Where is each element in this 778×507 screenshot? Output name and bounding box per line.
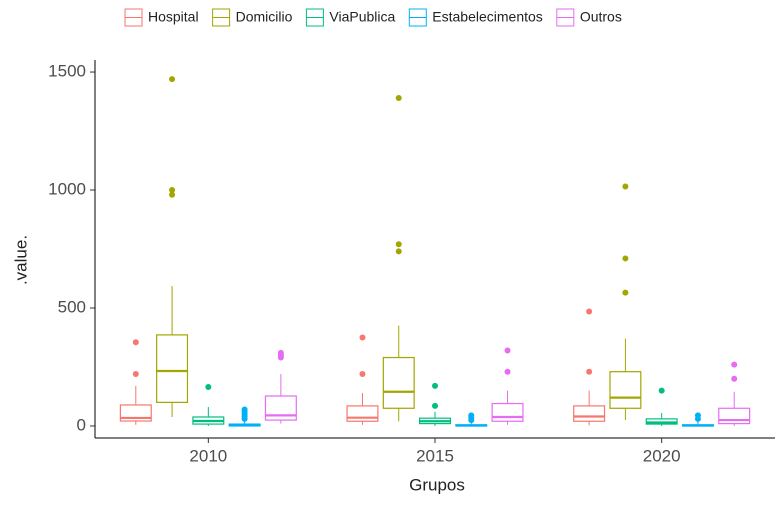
y-tick-label: 1500 bbox=[48, 62, 86, 81]
box bbox=[573, 405, 606, 422]
outlier bbox=[586, 308, 593, 315]
box bbox=[264, 395, 297, 421]
outlier bbox=[277, 349, 284, 356]
outlier bbox=[241, 406, 248, 413]
outlier bbox=[395, 248, 402, 255]
outlier bbox=[504, 347, 511, 354]
outlier bbox=[622, 183, 629, 190]
outlier bbox=[468, 412, 475, 419]
y-tick-label: 0 bbox=[77, 415, 86, 434]
x-tick-label: 2015 bbox=[416, 446, 454, 465]
outlier bbox=[622, 289, 629, 296]
outlier bbox=[622, 255, 629, 262]
legend-label: Outros bbox=[580, 9, 622, 25]
x-tick-label: 2010 bbox=[189, 446, 227, 465]
outlier bbox=[504, 368, 511, 375]
y-axis-label: .value. bbox=[11, 235, 30, 285]
outlier bbox=[395, 94, 402, 101]
outlier bbox=[694, 412, 701, 419]
outlier bbox=[359, 371, 366, 378]
outlier bbox=[658, 387, 665, 394]
outlier bbox=[586, 368, 593, 375]
x-tick-label: 2020 bbox=[643, 446, 681, 465]
legend-label: Domicilio bbox=[236, 9, 293, 25]
x-axis-label: Grupos bbox=[409, 475, 465, 494]
legend-label: Estabelecimentos bbox=[432, 9, 543, 25]
box bbox=[382, 356, 415, 409]
outlier bbox=[169, 187, 176, 194]
outlier bbox=[395, 241, 402, 248]
outlier bbox=[205, 384, 212, 391]
outlier bbox=[132, 371, 139, 378]
outlier bbox=[432, 382, 438, 389]
legend-label: Hospital bbox=[148, 9, 199, 25]
y-tick-label: 500 bbox=[58, 297, 86, 316]
y-tick-label: 1000 bbox=[48, 179, 86, 198]
box bbox=[491, 402, 524, 422]
box bbox=[156, 334, 189, 403]
outlier bbox=[132, 339, 139, 346]
legend-label: ViaPublica bbox=[329, 9, 395, 25]
outlier bbox=[359, 334, 366, 341]
outlier bbox=[432, 402, 438, 409]
box bbox=[346, 405, 379, 422]
box bbox=[609, 371, 642, 409]
outlier bbox=[169, 76, 176, 83]
box bbox=[718, 407, 751, 425]
outlier bbox=[731, 361, 738, 368]
outlier bbox=[731, 375, 738, 382]
outlier bbox=[169, 191, 176, 198]
